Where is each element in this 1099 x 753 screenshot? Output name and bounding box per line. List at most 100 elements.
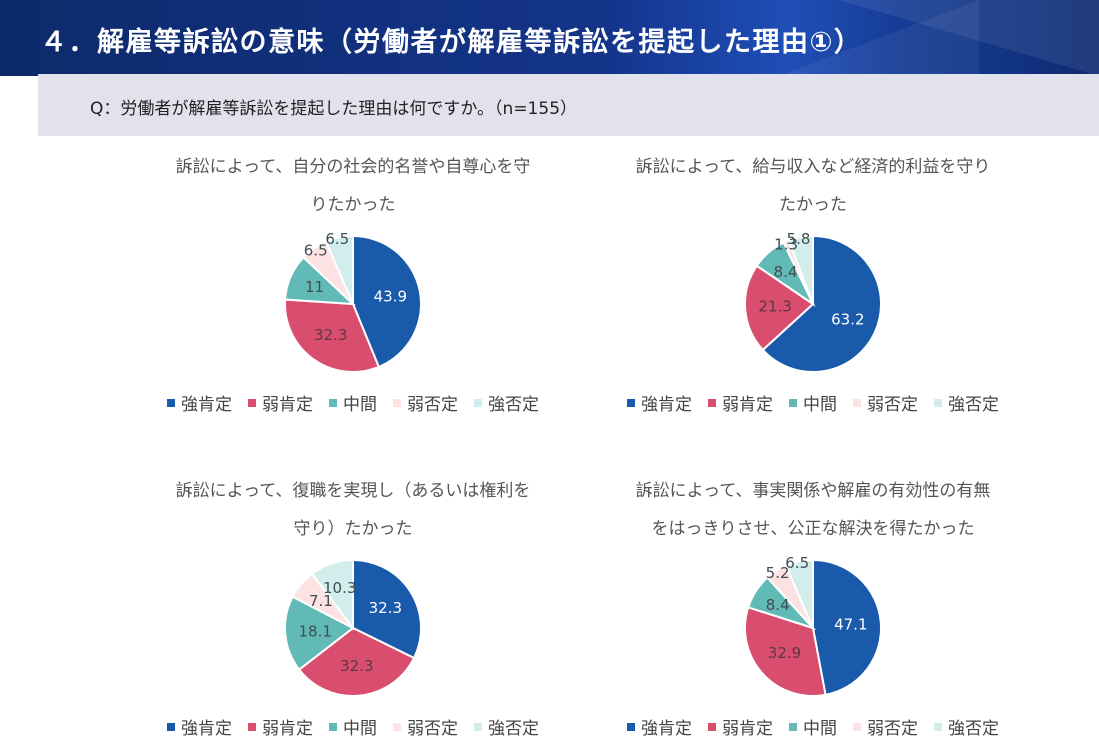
pie-data-label-weak-negative: 5.2 <box>766 564 790 582</box>
legend-item-strong-positive: 強肯定 <box>167 714 232 739</box>
legend-item-weak-positive: 弱肯定 <box>708 714 773 739</box>
pie-data-label-strong-positive: 63.2 <box>831 310 864 328</box>
pie-slice-weak-positive <box>297 626 416 697</box>
pie-data-label-strong-negative: 5.8 <box>787 230 811 248</box>
pie-slice-strong-negative <box>324 234 354 305</box>
legend-swatch <box>329 399 337 407</box>
chart-title: 訴訟によって、復職を実現し（あるいは権利を 守り）たかった <box>118 472 588 548</box>
pie-data-label-weak-negative: 7.1 <box>309 592 333 610</box>
pie-chart: 43.9 32.3 11 6.56.5 <box>284 230 423 374</box>
pie-data-label-strong-positive: 32.3 <box>369 599 402 617</box>
legend-item-weak-negative: 弱否定 <box>853 714 918 739</box>
chart-title-line-2: りたかった <box>310 195 396 215</box>
pie-slice-strong-positive <box>761 234 882 373</box>
chart-title-line-1: 訴訟によって、復職を実現し（あるいは権利を <box>175 481 531 501</box>
chart-panel-4: 訴訟によって、事実関係や解雇の有効性の有無 をはっきりさせ、公正な解決を得たかっ… <box>578 472 1048 753</box>
legend-label: 弱否定 <box>407 719 458 739</box>
pie-data-label-weak-positive: 32.9 <box>768 644 801 662</box>
pie-chart: 32.3 32.3 18.1 7.110.3 <box>284 558 422 697</box>
pie-slice-strong-positive <box>352 558 422 660</box>
chart-title-line-1: 訴訟によって、自分の社会的名誉や自尊心を守 <box>175 157 531 177</box>
pie-chart: 63.2 21.3 8.4 1.35.8 <box>744 230 882 373</box>
legend-swatch <box>853 723 861 731</box>
legend-swatch <box>248 399 256 407</box>
pie-slice-weak-positive <box>284 298 381 374</box>
chart-title-line-2: をはっきりさせ、公正な解決を得たかった <box>651 519 975 539</box>
pie-data-label-weak-positive: 21.3 <box>758 298 791 316</box>
chart-title-line-2: 守り）たかった <box>293 519 413 539</box>
legend-item-weak-positive: 弱肯定 <box>248 390 313 415</box>
pie-slice-strong-negative <box>784 558 814 629</box>
legend-label: 弱肯定 <box>262 395 313 415</box>
pie-data-label-strong-positive: 47.1 <box>834 616 867 634</box>
legend-label: 弱否定 <box>867 719 918 739</box>
legend-item-strong-negative: 強否定 <box>474 390 539 415</box>
legend-swatch <box>934 723 942 731</box>
legend-item-neutral: 中間 <box>329 390 377 415</box>
legend-swatch <box>789 399 797 407</box>
legend-item-strong-positive: 強肯定 <box>627 714 692 739</box>
legend-item-weak-negative: 弱否定 <box>393 390 458 415</box>
legend-label: 強否定 <box>488 719 539 739</box>
legend-swatch <box>474 399 482 407</box>
chart-panel-1: 訴訟によって、自分の社会的名誉や自尊心を守 りたかった 43.9 32.3 11 6.… <box>118 148 588 428</box>
pie-slice-strong-positive <box>812 558 883 697</box>
legend-item-weak-positive: 弱肯定 <box>708 390 773 415</box>
legend-label: 弱肯定 <box>722 395 773 415</box>
legend-item-weak-positive: 弱肯定 <box>248 714 313 739</box>
pie-data-label-weak-negative: 6.5 <box>304 242 328 260</box>
legend-label: 強肯定 <box>181 719 232 739</box>
legend-swatch <box>248 723 256 731</box>
legend-swatch <box>329 723 337 731</box>
chart-title-line-1: 訴訟によって、事実関係や解雇の有効性の有無 <box>635 481 991 501</box>
legend-item-neutral: 中間 <box>329 714 377 739</box>
chart-title-line-1: 訴訟によって、給与収入など経済的利益を守り <box>635 157 991 177</box>
chart-legend: 強肯定 弱肯定 中間 弱否定 強否定 <box>118 390 588 415</box>
pie-data-label-strong-negative: 6.5 <box>785 554 809 572</box>
legend-item-weak-negative: 弱否定 <box>853 390 918 415</box>
legend-label: 強肯定 <box>641 395 692 415</box>
legend-swatch <box>393 399 401 407</box>
legend-swatch <box>708 399 716 407</box>
legend-label: 中間 <box>343 395 377 415</box>
legend-label: 強肯定 <box>641 719 692 739</box>
pie-data-label-weak-positive: 32.3 <box>314 326 347 344</box>
legend-label: 弱肯定 <box>722 719 773 739</box>
pie-data-label-weak-positive: 32.3 <box>340 657 373 675</box>
legend-label: 弱否定 <box>407 395 458 415</box>
legend-swatch <box>167 723 175 731</box>
chart-legend: 強肯定 弱肯定 中間 弱否定 強否定 <box>578 390 1048 415</box>
pie-data-label-neutral: 8.4 <box>766 596 790 614</box>
legend-swatch <box>789 723 797 731</box>
legend-label: 中間 <box>343 719 377 739</box>
pie-slice-strong-positive <box>352 234 423 369</box>
pie-slice-weak-positive <box>744 606 827 697</box>
chart-legend: 強肯定 弱肯定 中間 弱否定 強否定 <box>118 714 588 739</box>
chart-title: 訴訟によって、給与収入など経済的利益を守り たかった <box>578 148 1048 224</box>
chart-legend: 強肯定 弱肯定 中間 弱否定 強否定 <box>578 714 1048 739</box>
legend-swatch <box>934 399 942 407</box>
legend-swatch <box>853 399 861 407</box>
legend-swatch <box>474 723 482 731</box>
legend-label: 弱肯定 <box>262 719 313 739</box>
question-text: Q：労働者が解雇等訴訟を提起した理由は何ですか。（n=155） <box>90 99 578 119</box>
legend-swatch <box>393 723 401 731</box>
pie-chart: 47.1 32.9 8.4 5.26.5 <box>744 554 883 697</box>
pie-slice-strong-negative <box>787 234 814 305</box>
legend-item-neutral: 中間 <box>789 714 837 739</box>
pie-data-label-neutral: 8.4 <box>774 263 798 281</box>
legend-swatch <box>708 723 716 731</box>
pie-data-label-neutral: 11 <box>305 278 324 296</box>
legend-label: 弱否定 <box>867 395 918 415</box>
pie-data-label-strong-negative: 6.5 <box>325 230 349 248</box>
chart-title-line-2: たかった <box>779 195 847 215</box>
pie-data-label-strong-negative: 10.3 <box>323 579 356 597</box>
legend-item-neutral: 中間 <box>789 390 837 415</box>
title-bar: ４．解雇等訴訟の意味（労働者が解雇等訴訟を提起した理由①） <box>0 0 1099 76</box>
chart-panel-3: 訴訟によって、復職を実現し（あるいは権利を 守り）たかった 32.3 32.3 18… <box>118 472 588 753</box>
pie-data-label-neutral: 18.1 <box>298 622 331 640</box>
legend-item-strong-negative: 強否定 <box>474 714 539 739</box>
legend-item-strong-positive: 強肯定 <box>167 390 232 415</box>
chart-title: 訴訟によって、自分の社会的名誉や自尊心を守 りたかった <box>118 148 588 224</box>
question-box: Q：労働者が解雇等訴訟を提起した理由は何ですか。（n=155） <box>38 74 1099 136</box>
